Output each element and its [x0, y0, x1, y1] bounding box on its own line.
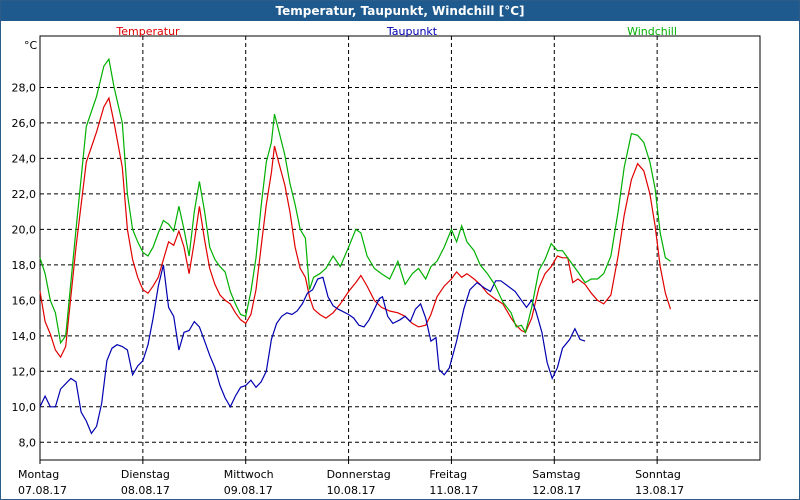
y-axis: °C 8,0 10,0 12,0 14,0 16,0 18,0 20,0 22,0 24,0 26… [12, 39, 38, 449]
y-tick-label: 8,0 [19, 436, 37, 449]
y-tick-label: 24,0 [12, 152, 37, 165]
plot-area [39, 35, 761, 461]
series-line-temperatur [39, 96, 672, 359]
series-line-taupunkt [39, 264, 586, 435]
y-tick-label: 20,0 [12, 223, 37, 236]
y-tick-label: 28,0 [12, 81, 37, 94]
grid-lines [40, 36, 760, 460]
legend: Temperatur Taupunkt Windchill [115, 25, 677, 38]
x-tick-day: Mittwoch [224, 468, 274, 481]
x-tick-day: Sonntag [635, 468, 681, 481]
series-lines [39, 57, 672, 435]
x-tick-date: 11.08.17 [429, 484, 478, 497]
x-tick-day: Dienstag [121, 468, 170, 481]
y-tick-label: 26,0 [12, 117, 37, 130]
chart-title: Temperatur, Taupunkt, Windchill [°C] [1, 1, 799, 21]
legend-item-taupunkt: Taupunkt [386, 25, 438, 38]
series-line-windchill [39, 57, 671, 345]
y-tick-label: 14,0 [12, 330, 37, 343]
x-tick-date: 12.08.17 [532, 484, 581, 497]
x-tick-day: Donnerstag [327, 468, 391, 481]
legend-item-windchill: Windchill [627, 25, 677, 38]
y-tick-label: 12,0 [12, 365, 37, 378]
x-tick-date: 09.08.17 [224, 484, 273, 497]
y-tick-label: 22,0 [12, 188, 37, 201]
x-tick-day: Montag [18, 468, 59, 481]
x-tick-day: Samstag [532, 468, 580, 481]
y-tick-label: 18,0 [12, 259, 37, 272]
x-tick-date: 10.08.17 [327, 484, 376, 497]
x-tick-date: 13.08.17 [635, 484, 684, 497]
x-tick-day: Freitag [429, 468, 467, 481]
legend-item-temperatur: Temperatur [115, 25, 180, 38]
x-tick-date: 08.08.17 [121, 484, 170, 497]
x-axis: Montag 07.08.17 Dienstag 08.08.17 Mittwoch 09… [18, 460, 684, 497]
x-tick-date: 07.08.17 [18, 484, 67, 497]
y-tick-label: 10,0 [12, 401, 37, 414]
y-unit-label: °C [24, 39, 38, 52]
y-tick-label: 16,0 [12, 294, 37, 307]
